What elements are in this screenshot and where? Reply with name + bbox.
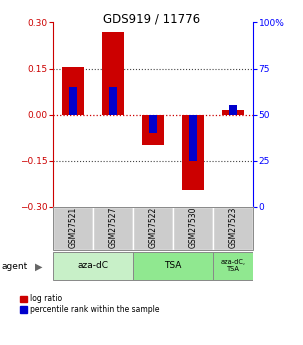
Text: GSM27530: GSM27530 (188, 207, 198, 248)
Bar (133, 252, 213, 280)
Text: aza-dC: aza-dC (78, 261, 108, 270)
Text: GSM27521: GSM27521 (68, 207, 78, 248)
Text: agent: agent (2, 262, 28, 271)
Bar (53, 252, 133, 280)
Bar (102, 32, 124, 115)
Text: aza-dC,
TSA: aza-dC, TSA (221, 259, 245, 272)
Bar (189, 115, 197, 161)
Bar (213, 207, 253, 250)
Text: ▶: ▶ (35, 262, 42, 271)
Bar (109, 87, 117, 115)
Bar (53, 207, 93, 250)
Text: TSA: TSA (164, 261, 182, 270)
Bar (69, 87, 77, 115)
Text: GDS919 / 11776: GDS919 / 11776 (103, 12, 200, 25)
Bar (222, 110, 244, 115)
Bar (93, 207, 133, 250)
Bar (213, 252, 253, 280)
Bar (133, 207, 173, 250)
Text: GSM27522: GSM27522 (148, 207, 158, 248)
Text: GSM27523: GSM27523 (228, 207, 238, 248)
Bar (173, 207, 213, 250)
Bar (62, 67, 84, 115)
Bar (142, 115, 164, 146)
Bar (182, 115, 204, 190)
Bar (229, 106, 237, 115)
Text: GSM27527: GSM27527 (108, 207, 118, 248)
Bar (149, 115, 157, 133)
Legend: log ratio, percentile rank within the sample: log ratio, percentile rank within the sa… (19, 294, 160, 315)
